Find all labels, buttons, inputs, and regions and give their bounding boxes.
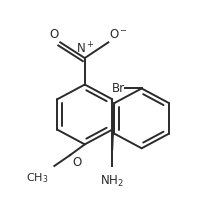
Text: O$^-$: O$^-$ [109, 28, 128, 41]
Text: O: O [72, 156, 81, 169]
Text: N$^+$: N$^+$ [76, 42, 94, 57]
Text: O: O [49, 28, 58, 41]
Text: CH$_3$: CH$_3$ [26, 171, 48, 185]
Text: Br: Br [112, 82, 125, 95]
Text: NH$_2$: NH$_2$ [100, 174, 124, 189]
